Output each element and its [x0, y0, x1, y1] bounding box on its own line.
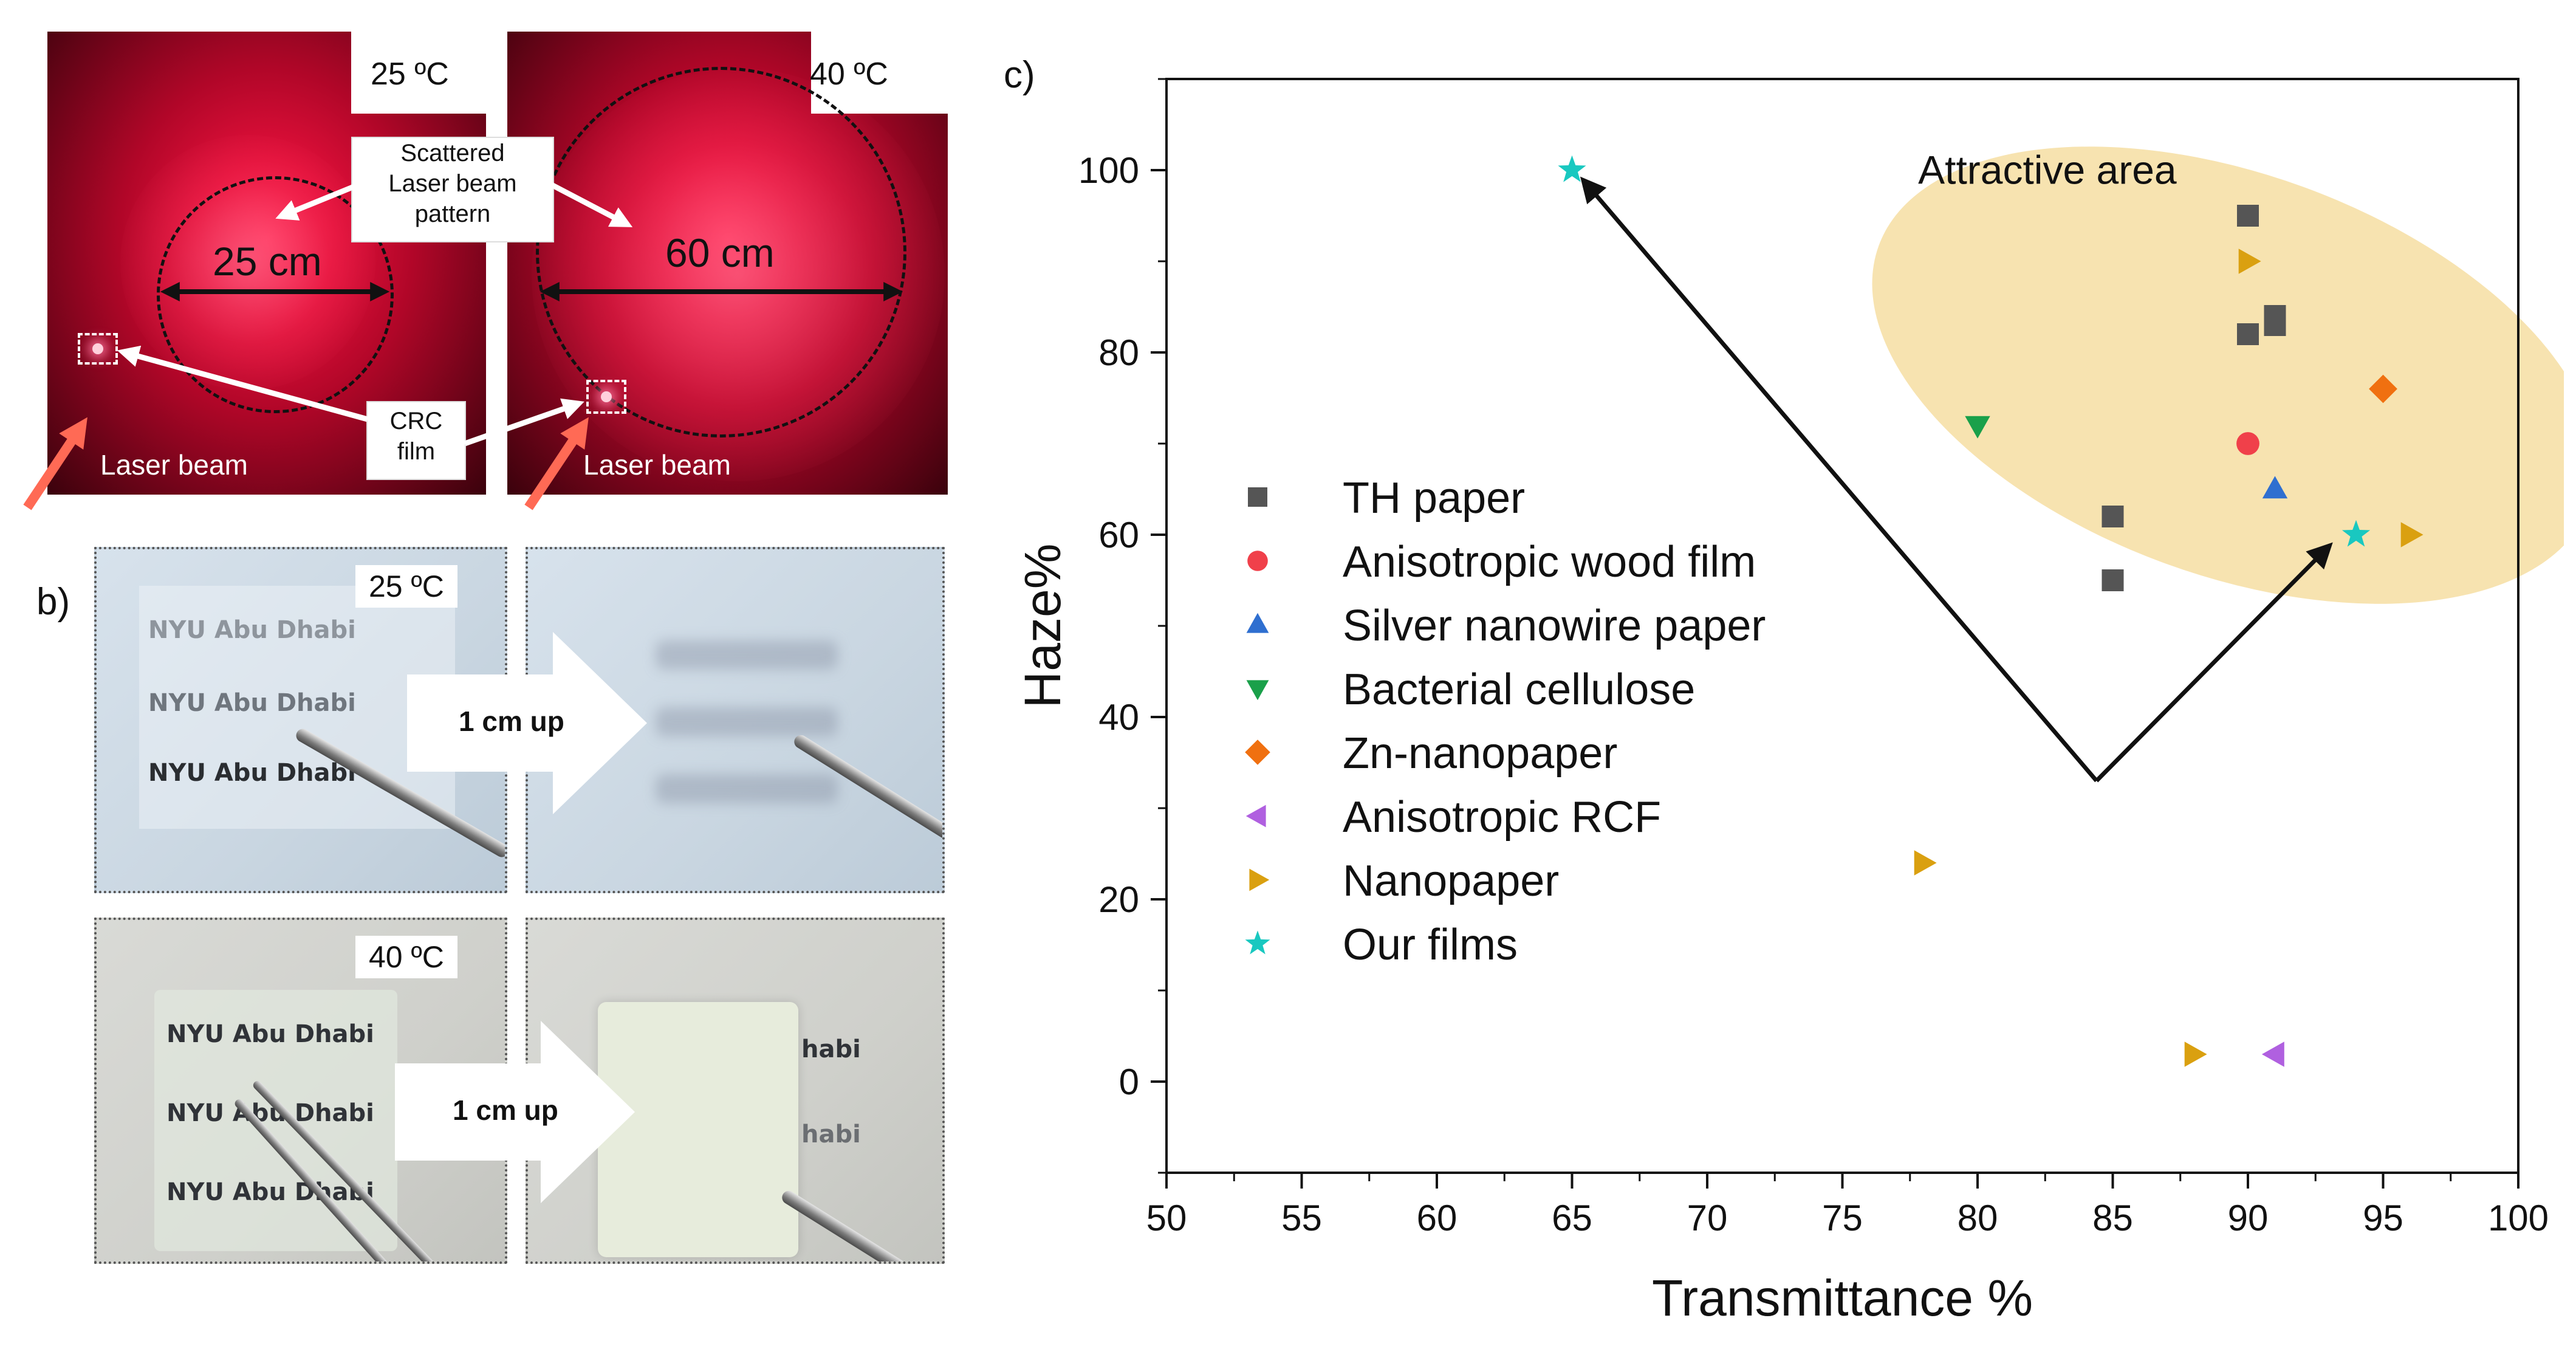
x-tick-label: 65	[1552, 1198, 1592, 1238]
legend-marker	[1246, 680, 1269, 701]
x-tick-label: 95	[2363, 1198, 2403, 1238]
y-axis-label: Haze%	[1014, 544, 1071, 709]
legend-marker	[1245, 930, 1270, 955]
temp-label-40c: 40 ºC	[810, 57, 888, 92]
data-point	[2238, 249, 2261, 274]
label-notch	[351, 32, 486, 114]
legend-marker	[1249, 868, 1270, 891]
data-point	[1558, 155, 1586, 182]
nyu-text-partial: habi	[801, 1120, 861, 1148]
highlight-ellipse	[1872, 146, 2564, 604]
scatter-circle-40c	[536, 67, 906, 438]
legend-marker	[1245, 739, 1270, 765]
legend-label: Our films	[1343, 921, 1518, 969]
y-tick-label: 80	[1098, 332, 1139, 373]
data-point	[2236, 432, 2259, 455]
legend-label: TH paper	[1343, 474, 1525, 523]
nyu-text-line: NYU Abu Dhabi	[148, 689, 356, 717]
temp-label-25c: 25 ºC	[371, 57, 449, 92]
blurred-text	[656, 774, 838, 803]
data-point	[2102, 506, 2124, 527]
laser-spot	[92, 343, 103, 354]
x-tick-label: 90	[2228, 1198, 2269, 1238]
crc-film-callout: CRC film	[366, 401, 466, 480]
legend-marker	[1246, 613, 1269, 633]
nyu-text-line: NYU Abu Dhabi	[148, 759, 356, 787]
y-tick-label: 20	[1098, 879, 1139, 920]
trend-arrow	[2095, 542, 2333, 783]
callout-line: CRC	[389, 408, 443, 434]
y-tick-label: 100	[1078, 150, 1139, 191]
trend-arrow	[1580, 176, 2098, 783]
x-axis-label: Transmittance %	[1652, 1269, 2033, 1326]
crc-film-marker-left	[78, 333, 118, 365]
data-point	[2341, 520, 2371, 547]
label-notch	[811, 32, 948, 114]
data-point	[2261, 1041, 2284, 1067]
legend-label: Nanopaper	[1343, 857, 1559, 905]
legend-label: Anisotropic RCF	[1343, 793, 1661, 842]
data-point	[1914, 850, 1937, 876]
data-point	[1965, 416, 1990, 439]
legend-label: Bacterial cellulose	[1343, 665, 1695, 714]
nyu-text-partial: habi	[801, 1035, 861, 1063]
data-point	[2369, 374, 2397, 403]
lift-label-top: 1 cm up	[459, 705, 564, 737]
scattered-pattern-callout: Scattered Laser beam pattern	[351, 137, 554, 242]
data-point	[2237, 323, 2259, 345]
data-point	[2262, 476, 2288, 499]
callout-line: film	[397, 438, 436, 465]
laser-spot	[601, 391, 612, 402]
data-point	[2237, 205, 2259, 227]
legend-marker	[1247, 551, 1268, 571]
y-tick-label: 60	[1098, 515, 1139, 555]
distance-label-60cm: 60 cm	[665, 230, 775, 275]
film-sheet-opaque	[598, 1002, 798, 1257]
lift-label-bottom: 1 cm up	[453, 1094, 558, 1126]
legend-label: Anisotropic wood film	[1343, 538, 1756, 586]
laser-beam-label-right: Laser beam	[583, 449, 731, 481]
scatter-chart: 50 55 60 65 70 75 80 85 90 95 100 0 20 40 60 80 100 TH p…	[1014, 78, 2564, 1326]
callout-line: Laser beam	[388, 170, 517, 197]
x-tick-label: 75	[1822, 1198, 1863, 1238]
laser-beam-label-left: Laser beam	[100, 449, 248, 481]
blurred-text	[656, 707, 838, 736]
data-point	[2102, 569, 2124, 591]
x-tick-label: 100	[2488, 1198, 2549, 1238]
nyu-text-line: NYU Abu Dhabi	[148, 616, 356, 644]
lift-arrow-bottom	[395, 1021, 635, 1203]
temp-tag-40c: 40 ºC	[355, 936, 457, 978]
film-photo-25c-flat: NYU Abu Dhabi NYU Abu Dhabi NYU Abu Dhab…	[94, 547, 507, 893]
data-point	[2264, 314, 2286, 336]
x-tick-label: 70	[1687, 1198, 1728, 1238]
data-point	[2184, 1041, 2207, 1067]
x-tick-label: 55	[1281, 1198, 1322, 1238]
nyu-text-line: NYU Abu Dhabi	[166, 1020, 374, 1048]
distance-label-25cm: 25 cm	[213, 239, 322, 284]
legend-label: Silver nanowire paper	[1343, 602, 1766, 650]
film-sheet	[154, 990, 397, 1251]
nyu-text-line: NYU Abu Dhabi	[166, 1178, 374, 1206]
panel-b-letter: b)	[36, 581, 70, 623]
attractive-area-label: Attractive area	[1918, 148, 2177, 193]
tweezers	[779, 1188, 942, 1261]
callout-line: pattern	[414, 201, 491, 227]
temp-tag-25c: 25 ºC	[355, 565, 457, 608]
data-point	[2400, 522, 2424, 547]
x-tick-label: 50	[1146, 1198, 1187, 1238]
x-tick-label: 80	[1958, 1198, 1998, 1238]
lift-arrow-top	[407, 632, 647, 814]
legend-label: Zn-nanopaper	[1343, 729, 1617, 778]
x-tick-label: 60	[1417, 1198, 1458, 1238]
callout-line: Scattered	[400, 140, 505, 166]
crc-film-marker-right	[586, 380, 626, 414]
y-tick-label: 40	[1098, 697, 1139, 738]
legend-marker	[1245, 805, 1266, 828]
panel-c-letter: c)	[1004, 54, 1035, 96]
y-tick-label: 0	[1119, 1062, 1139, 1102]
x-tick-label: 85	[2092, 1198, 2133, 1238]
blurred-text	[656, 640, 838, 670]
legend-marker	[1248, 487, 1267, 507]
